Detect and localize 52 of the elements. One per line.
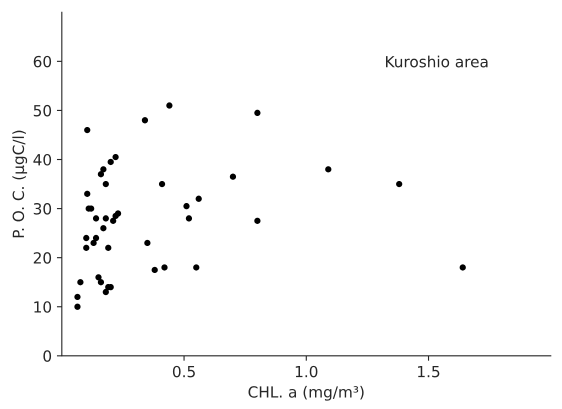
point [142,117,148,124]
point [110,218,116,224]
point [92,234,100,242]
x-tick-label: 0.5 [172,366,195,378]
point [193,264,200,271]
point [95,274,102,280]
point [77,279,84,286]
annotation: Kuroshio area [386,56,488,68]
x-tick-label: 1.5 [418,366,440,378]
point [90,240,97,246]
point [196,196,202,202]
point [396,180,402,188]
point [92,215,100,222]
point [74,304,81,310]
point [254,218,260,224]
point [254,110,260,116]
point [144,240,150,246]
y-axis-title: P. O. C. (µgC/l) [12,130,28,238]
point [186,215,192,222]
point [74,294,81,300]
point [158,180,166,188]
y-tick-label: 10 [34,301,52,313]
point [100,225,106,232]
point [230,174,236,180]
point [83,244,90,251]
point [102,288,109,296]
point [98,279,104,286]
point [83,234,90,242]
point [102,180,109,188]
y-tick-label: 20 [34,252,52,264]
point [105,244,112,251]
point [112,154,119,160]
point [100,166,106,172]
point [161,264,168,271]
point [102,215,109,222]
y-tick-label: 50 [34,104,52,116]
y-tick-label: 30 [34,203,52,215]
point [98,171,104,178]
point [152,266,158,274]
point [84,190,90,197]
y-tick-label: 40 [33,154,52,166]
point [114,210,122,217]
y-tick-label: 0 [43,350,52,362]
point [460,264,466,271]
x-tick-label: 1.0 [296,366,318,378]
y-tick-label: 60 [34,56,52,68]
point [84,126,90,134]
x-axis-title: CHL. a (mg/m³) [248,386,364,401]
point [108,158,114,166]
point [166,102,172,109]
point [183,203,190,210]
point [325,166,332,172]
